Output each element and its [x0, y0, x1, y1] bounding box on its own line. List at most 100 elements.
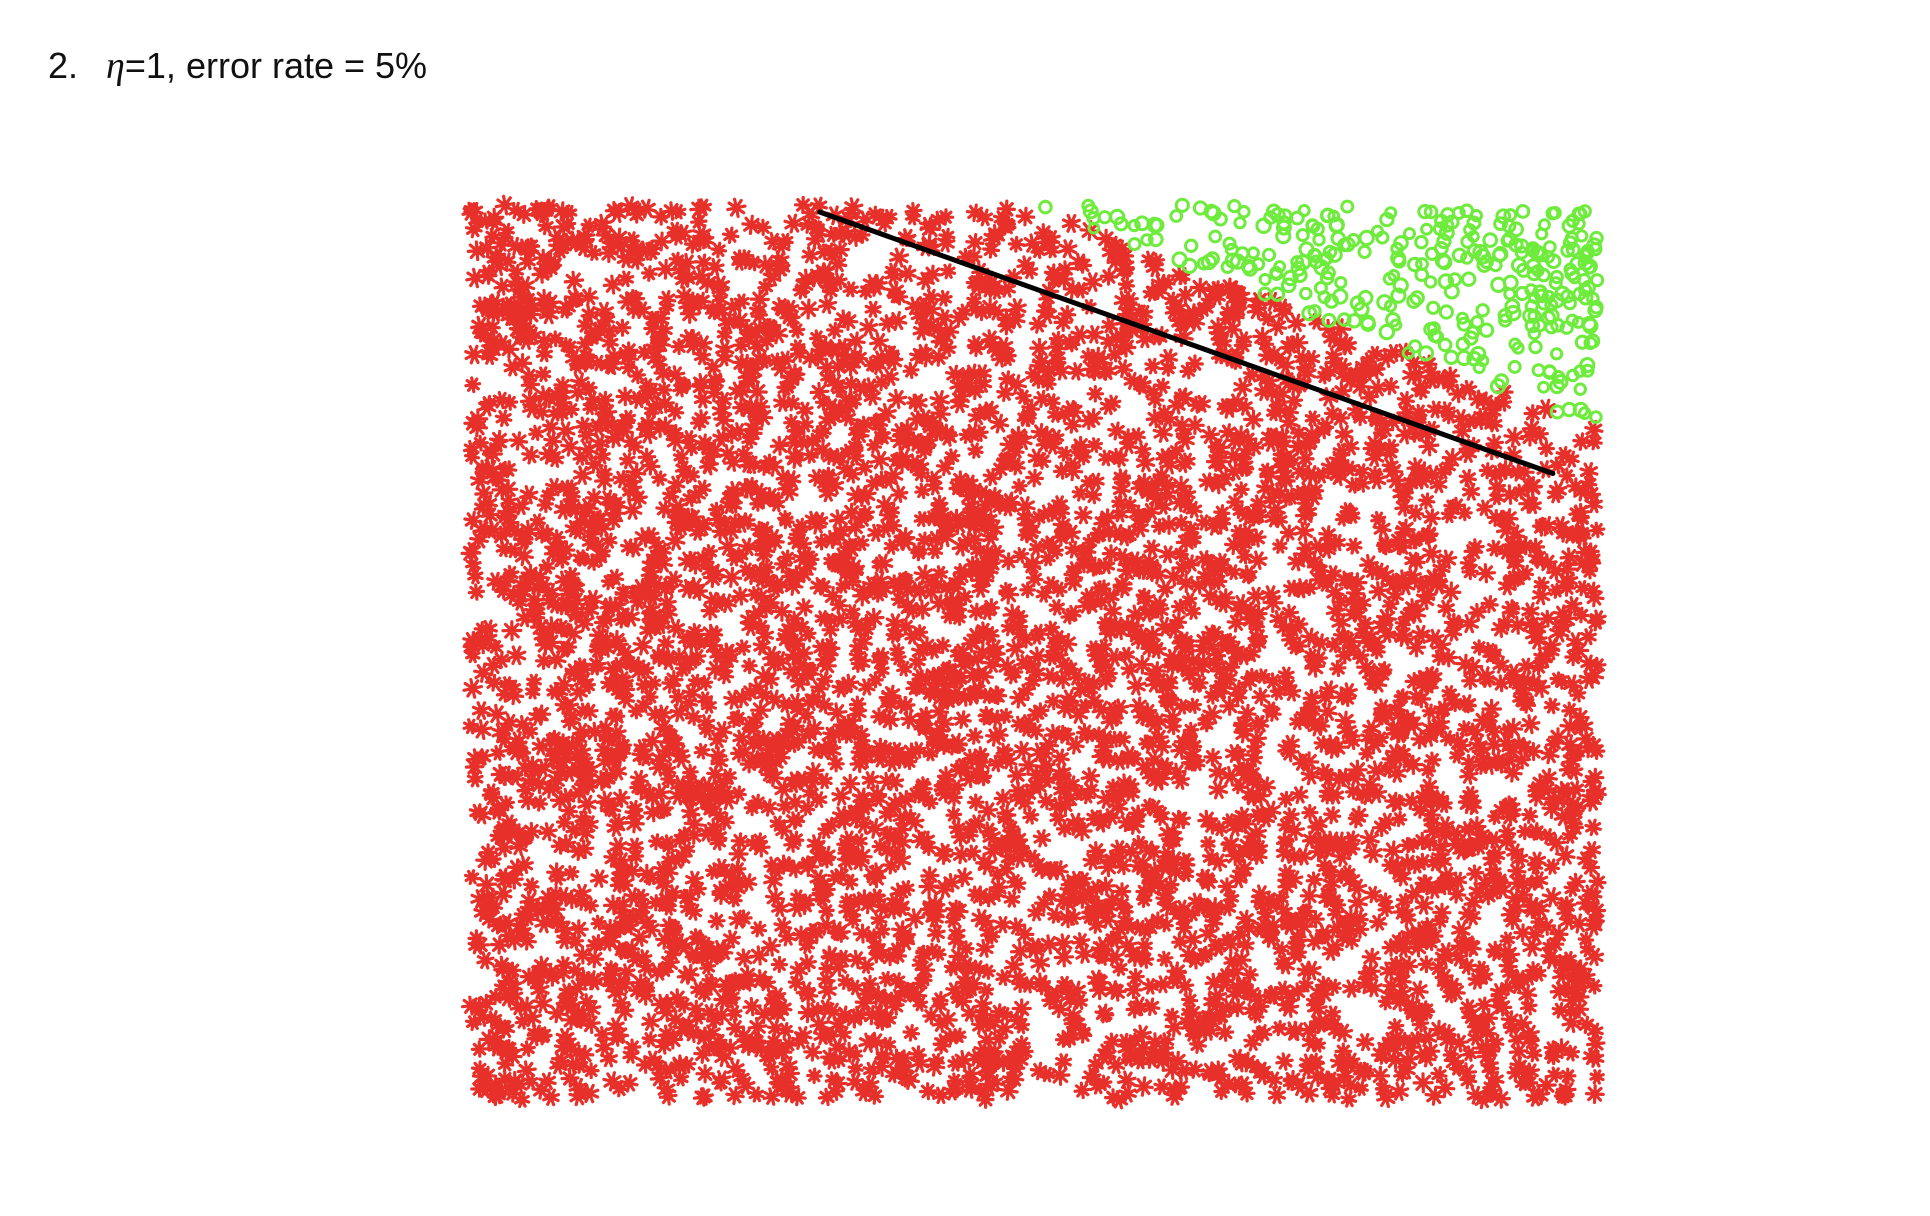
- negative-point: [1163, 566, 1184, 587]
- negative-point: [590, 914, 607, 931]
- negative-point: [771, 236, 791, 256]
- negative-point: [1413, 1045, 1433, 1065]
- negative-point: [1447, 496, 1466, 516]
- negative-point: [485, 851, 502, 869]
- negative-point: [519, 967, 538, 986]
- negative-point: [1097, 856, 1119, 878]
- negative-point: [896, 660, 913, 677]
- negative-point: [565, 230, 586, 251]
- negative-point: [740, 683, 760, 702]
- negative-point: [867, 414, 886, 432]
- negative-point: [469, 213, 486, 229]
- negative-point: [1449, 1033, 1470, 1053]
- negative-point: [537, 524, 555, 543]
- negative-point: [754, 532, 775, 554]
- negative-point: [1024, 939, 1045, 960]
- negative-point: [1480, 595, 1499, 614]
- negative-point: [1006, 1057, 1023, 1074]
- negative-point: [1121, 841, 1142, 862]
- negative-point: [1305, 871, 1323, 889]
- negative-point: [846, 485, 867, 506]
- negative-point: [739, 253, 756, 270]
- negative-point: [1140, 250, 1159, 269]
- negative-point: [1158, 545, 1177, 564]
- negative-point: [728, 843, 749, 864]
- negative-point: [564, 661, 586, 683]
- negative-point: [845, 349, 863, 367]
- negative-point: [1235, 331, 1252, 348]
- negative-point: [1489, 990, 1508, 1008]
- negative-point: [493, 915, 512, 934]
- negative-point: [1262, 592, 1284, 614]
- negative-point: [1308, 313, 1326, 330]
- negative-point: [968, 959, 987, 977]
- negative-point: [1334, 510, 1352, 527]
- negative-point: [914, 295, 934, 316]
- negative-point: [832, 718, 852, 738]
- negative-point: [997, 316, 1016, 336]
- negative-point: [842, 281, 859, 298]
- negative-point: [576, 316, 595, 334]
- negative-point: [1566, 872, 1586, 892]
- negative-point: [574, 351, 596, 373]
- negative-point: [960, 825, 979, 844]
- negative-point: [1139, 483, 1158, 502]
- negative-point: [562, 479, 579, 496]
- negative-point: [986, 709, 1006, 728]
- negative-point: [1461, 671, 1480, 690]
- negative-point: [1451, 409, 1471, 429]
- negative-point: [988, 686, 1008, 706]
- negative-point: [557, 834, 577, 854]
- negative-point: [767, 1002, 789, 1024]
- negative-point: [789, 889, 806, 906]
- negative-point: [1135, 891, 1153, 908]
- negative-point: [938, 773, 955, 790]
- negative-point: [555, 640, 573, 658]
- negative-point: [1364, 885, 1382, 904]
- negative-point: [1345, 477, 1362, 494]
- negative-point: [1174, 455, 1193, 474]
- negative-point: [1200, 586, 1220, 606]
- negative-point: [968, 680, 986, 698]
- negative-point: [648, 756, 669, 777]
- negative-point: [1198, 472, 1218, 492]
- negative-point: [1079, 411, 1099, 431]
- negative-point: [967, 885, 985, 903]
- negative-point: [883, 350, 904, 371]
- negative-point: [1049, 860, 1069, 880]
- negative-point: [1070, 252, 1089, 272]
- negative-point: [1162, 826, 1183, 847]
- negative-point: [878, 506, 899, 526]
- negative-point: [1445, 982, 1466, 1003]
- negative-point: [930, 499, 947, 516]
- negative-point: [1071, 820, 1093, 842]
- negative-point: [1227, 392, 1246, 412]
- negative-point: [1182, 520, 1200, 538]
- negative-point: [1397, 1061, 1416, 1080]
- negative-point: [495, 297, 516, 318]
- negative-point: [1103, 1032, 1122, 1051]
- negative-point: [734, 639, 752, 656]
- negative-point: [464, 1014, 482, 1032]
- negative-point: [1568, 913, 1589, 934]
- negative-point: [600, 355, 619, 374]
- negative-point: [748, 793, 767, 812]
- negative-point: [1314, 421, 1332, 440]
- negative-point: [834, 1025, 852, 1043]
- negative-point: [641, 919, 661, 939]
- negative-point: [1323, 1014, 1343, 1034]
- negative-point: [1343, 839, 1361, 857]
- negative-point: [1327, 1021, 1345, 1040]
- negative-point: [1345, 537, 1363, 555]
- negative-point: [1127, 968, 1145, 986]
- negative-point: [1249, 1060, 1270, 1081]
- negative-point: [1176, 852, 1195, 871]
- negative-point: [819, 340, 837, 358]
- negative-point: [1256, 776, 1276, 797]
- negative-point: [601, 334, 619, 352]
- negative-point: [914, 776, 932, 793]
- negative-point: [1012, 547, 1030, 564]
- negative-point: [1081, 1067, 1101, 1086]
- negative-point: [938, 690, 958, 710]
- negative-point: [1318, 572, 1335, 589]
